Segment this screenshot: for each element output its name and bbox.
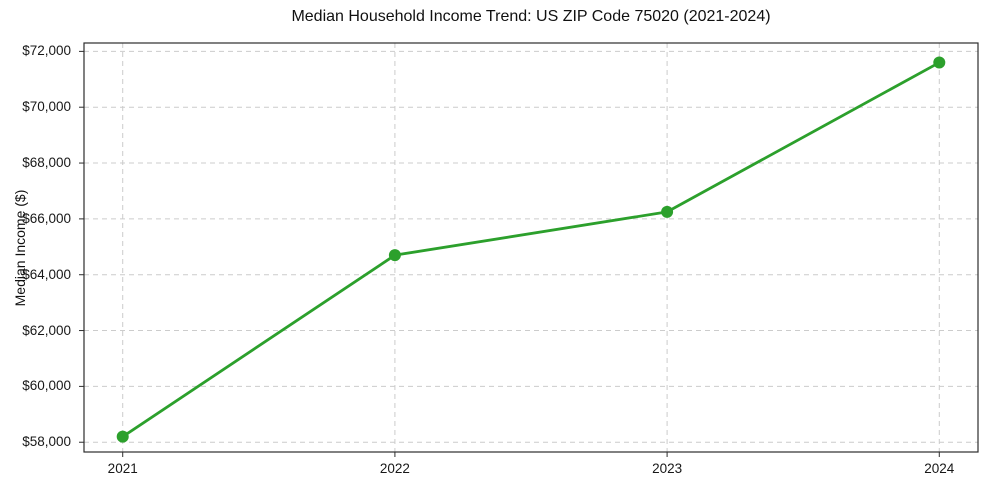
plot-spines xyxy=(83,42,979,453)
x-tick-label: 2022 xyxy=(379,461,410,476)
y-tick-label: $66,000 xyxy=(22,210,71,226)
income-trend-line xyxy=(121,61,941,439)
y-tick-label: $72,000 xyxy=(22,43,71,59)
y-tick-label: $68,000 xyxy=(22,155,71,171)
data-point-marker xyxy=(933,56,946,69)
data-point-marker xyxy=(661,205,674,218)
y-tick-label: $70,000 xyxy=(22,99,71,115)
x-tick-label: 2024 xyxy=(924,461,955,476)
y-tick-label: $58,000 xyxy=(22,434,71,450)
chart-title: Median Household Income Trend: US ZIP Co… xyxy=(291,8,771,25)
x-tick-label: 2021 xyxy=(107,461,138,476)
data-point-marker xyxy=(116,430,129,443)
y-tick-label: $62,000 xyxy=(22,322,71,338)
data-point-marker xyxy=(388,249,401,262)
y-tick-label: $60,000 xyxy=(22,378,71,394)
x-tick-label: 2023 xyxy=(652,461,683,476)
y-tick-label: $64,000 xyxy=(22,266,71,282)
